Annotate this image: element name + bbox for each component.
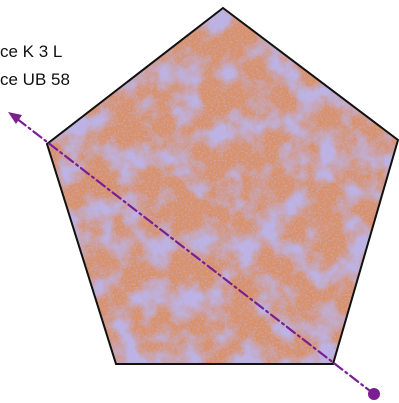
- textured-pentagon: [45, 6, 399, 365]
- label-line-2: ce UB 58: [0, 70, 70, 89]
- pentagon-outline: [45, 6, 399, 365]
- dashdot-arrow: [8, 112, 380, 400]
- arrowhead-icon: [8, 112, 22, 124]
- label-line-1: ce K 3 L: [0, 42, 62, 61]
- arrow-start-dot: [368, 388, 380, 400]
- arrow-shaft: [14, 116, 376, 396]
- pentagon-texture-mottle: [47, 8, 398, 364]
